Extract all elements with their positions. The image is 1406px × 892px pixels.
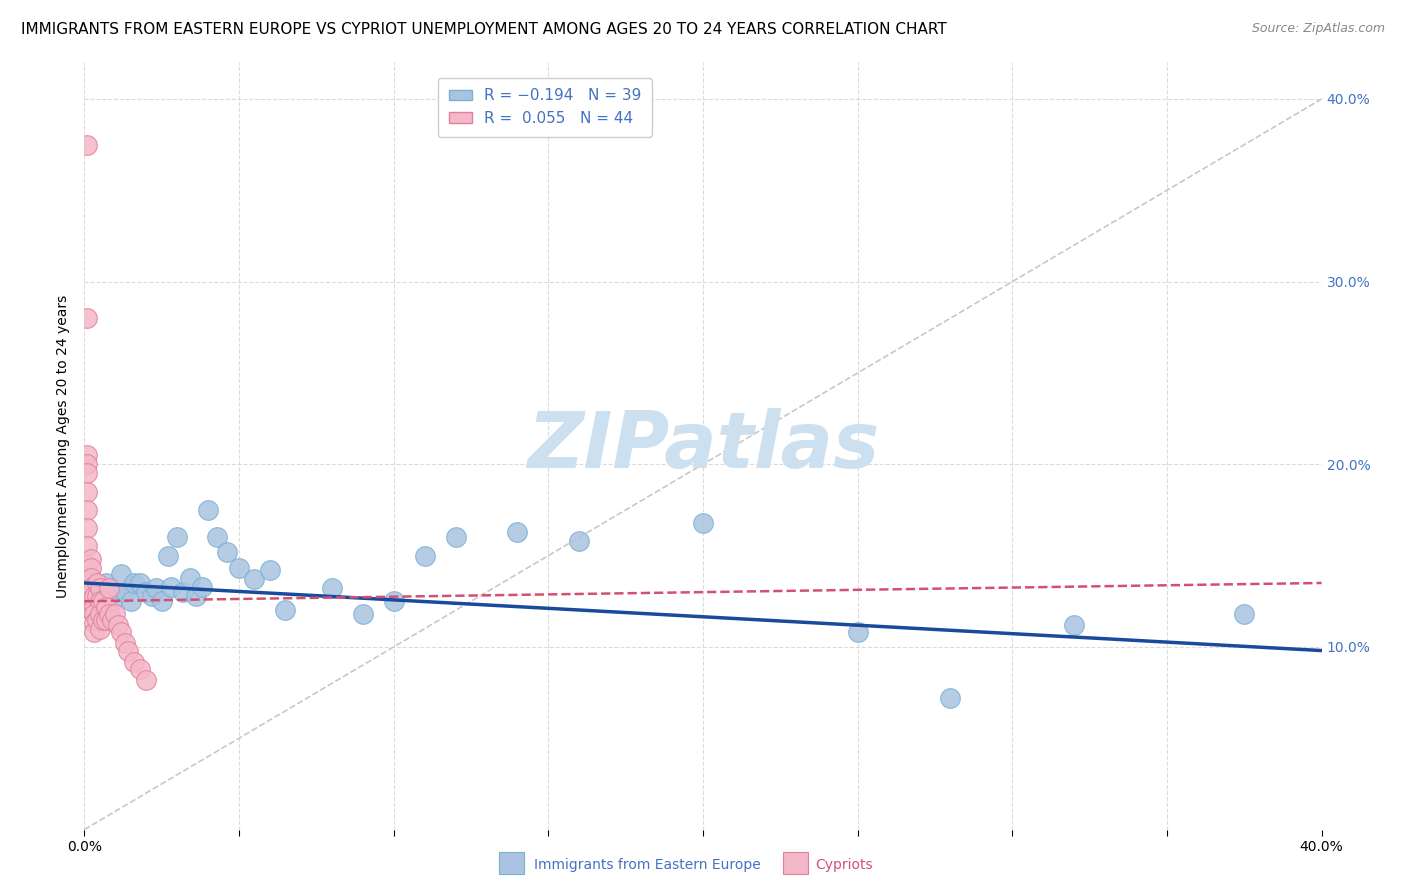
Point: [91, 594, 114, 608]
Point: [107, 618, 129, 632]
Point: [160, 580, 183, 594]
Point: [83, 625, 105, 640]
Point: [122, 576, 145, 591]
Point: [76, 137, 98, 152]
Point: [79, 570, 101, 584]
Point: [129, 662, 152, 676]
Point: [89, 582, 111, 596]
Point: [79, 603, 101, 617]
Point: [129, 576, 152, 591]
Point: [76, 576, 98, 591]
Point: [104, 607, 127, 621]
Point: [86, 613, 108, 627]
Point: [114, 636, 136, 650]
Point: [444, 530, 467, 544]
Point: [79, 582, 101, 596]
Point: [228, 561, 250, 575]
Point: [110, 625, 132, 640]
Point: [114, 585, 136, 599]
Point: [79, 561, 101, 575]
Point: [89, 607, 111, 621]
Point: [76, 457, 98, 471]
Point: [79, 594, 101, 608]
Point: [413, 549, 436, 563]
Point: [1063, 618, 1085, 632]
Point: [76, 311, 98, 326]
Point: [94, 599, 117, 614]
Point: [76, 521, 98, 535]
Point: [692, 516, 714, 530]
Point: [76, 467, 98, 481]
Y-axis label: Unemployment Among Ages 20 to 24 years: Unemployment Among Ages 20 to 24 years: [56, 294, 70, 598]
Point: [83, 607, 105, 621]
Bar: [783, 852, 808, 874]
Text: Cypriots: Cypriots: [815, 858, 873, 872]
Point: [86, 589, 108, 603]
Point: [94, 576, 117, 591]
Point: [101, 613, 124, 627]
Text: Immigrants from Eastern Europe: Immigrants from Eastern Europe: [534, 858, 761, 872]
Point: [179, 570, 201, 584]
Point: [76, 558, 98, 572]
Text: IMMIGRANTS FROM EASTERN EUROPE VS CYPRIOT UNEMPLOYMENT AMONG AGES 20 TO 24 YEARS: IMMIGRANTS FROM EASTERN EUROPE VS CYPRIO…: [21, 22, 946, 37]
Point: [506, 524, 529, 539]
Point: [89, 585, 111, 599]
Point: [156, 549, 179, 563]
Point: [104, 585, 127, 599]
Point: [76, 448, 98, 462]
Point: [141, 589, 163, 603]
Point: [94, 613, 117, 627]
Point: [83, 616, 105, 631]
Point: [321, 582, 343, 596]
Bar: [499, 852, 524, 874]
Text: ZIPatlas: ZIPatlas: [527, 408, 879, 484]
Point: [110, 566, 132, 581]
Point: [101, 594, 124, 608]
Point: [145, 582, 167, 596]
Point: [939, 691, 962, 706]
Point: [1233, 607, 1256, 621]
Point: [91, 613, 114, 627]
Point: [150, 594, 173, 608]
Point: [89, 622, 111, 636]
Point: [352, 607, 374, 621]
Point: [172, 585, 194, 599]
Point: [568, 533, 591, 548]
Point: [89, 594, 111, 608]
Point: [197, 503, 219, 517]
Point: [135, 585, 157, 599]
Point: [83, 589, 105, 603]
Point: [86, 576, 108, 591]
Point: [243, 572, 266, 586]
Point: [120, 594, 142, 608]
Point: [166, 530, 188, 544]
Point: [191, 580, 214, 594]
Point: [135, 673, 157, 687]
Text: Source: ZipAtlas.com: Source: ZipAtlas.com: [1251, 22, 1385, 36]
Point: [274, 603, 297, 617]
Point: [117, 643, 139, 657]
Point: [83, 599, 105, 614]
Point: [207, 530, 229, 544]
Point: [259, 563, 281, 577]
Point: [122, 655, 145, 669]
Point: [76, 484, 98, 499]
Point: [184, 589, 207, 603]
Legend: R = −0.194   N = 39, R =  0.055   N = 44: R = −0.194 N = 39, R = 0.055 N = 44: [439, 78, 652, 136]
Point: [846, 625, 869, 640]
Point: [76, 503, 98, 517]
Point: [79, 552, 101, 566]
Point: [76, 540, 98, 554]
Point: [382, 594, 405, 608]
Point: [98, 582, 121, 596]
Point: [215, 545, 238, 559]
Point: [98, 607, 121, 621]
